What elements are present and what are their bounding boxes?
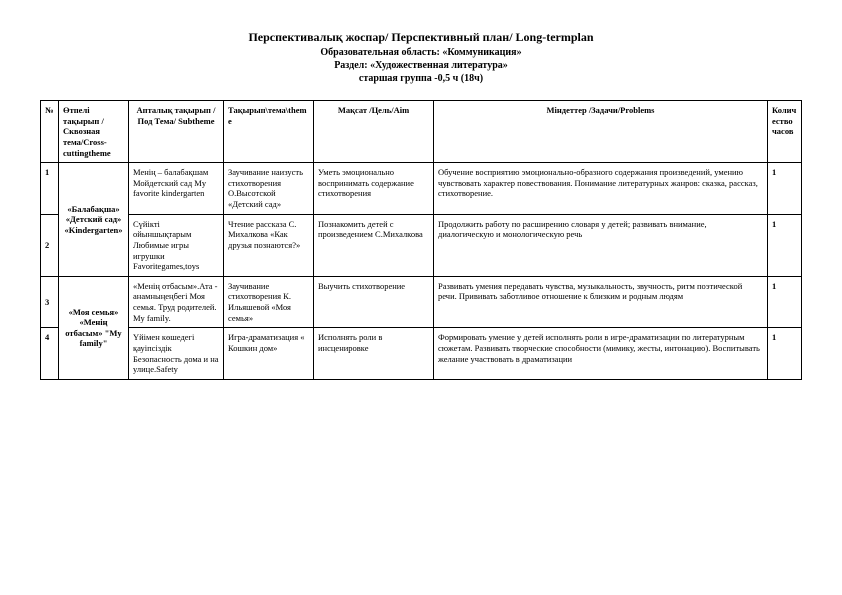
cell-problems: Формировать умение у детей исполнять рол…	[434, 328, 768, 380]
cell-hours: 1	[768, 328, 802, 380]
cell-num: 3	[41, 276, 59, 328]
cell-cross-theme: «Балабақша» «Детский сад» «Kindergarten»	[59, 163, 129, 277]
table-row: 2 Сүйікті ойыншықтарым Любимые игры игру…	[41, 214, 802, 276]
group: старшая группа -0,5 ч (18ч)	[40, 73, 802, 84]
title: Перспективалық жоспар/ Перспективный пла…	[40, 30, 802, 45]
cell-num: 1	[41, 163, 59, 215]
plan-table: № Өтпелі тақырып /Сквозная тема/Cross-cu…	[40, 100, 802, 380]
cell-problems: Развивать умения передавать чувства, муз…	[434, 276, 768, 328]
document-header: Перспективалық жоспар/ Перспективный пла…	[40, 30, 802, 84]
table-row: 3 «Моя семья» «Менің отбасым» "My family…	[41, 276, 802, 328]
cell-theme: Заучивание стихотворения К. Ильяшевой «М…	[224, 276, 314, 328]
cell-cross-theme: «Моя семья» «Менің отбасым» "My family"	[59, 276, 129, 379]
col-aim: Мақсат /Цель/Aim	[314, 101, 434, 163]
table-header-row: № Өтпелі тақырып /Сквозная тема/Cross-cu…	[41, 101, 802, 163]
col-subtheme: Апталық тақырып /Под Тема/ Subtheme	[129, 101, 224, 163]
col-cross-theme: Өтпелі тақырып /Сквозная тема/Cross-cutt…	[59, 101, 129, 163]
col-theme: Тақырып\тема\theme	[224, 101, 314, 163]
cell-problems: Обучение восприятию эмоционально-образно…	[434, 163, 768, 215]
col-hours: Количество часов	[768, 101, 802, 163]
section: Раздел: «Художественная литература»	[40, 60, 802, 71]
cell-aim: Уметь эмоционально воспринимать содержан…	[314, 163, 434, 215]
col-num: №	[41, 101, 59, 163]
cell-num: 4	[41, 328, 59, 380]
cell-subtheme: Менің – балабақшам Мойдетский сад My fav…	[129, 163, 224, 215]
cell-aim: Исполнять роли в инсценировке	[314, 328, 434, 380]
educational-area: Образовательная область: «Коммуникация»	[40, 47, 802, 58]
table-row: 4 Үйімен көшедегі қауіпсіздік Безопаснос…	[41, 328, 802, 380]
cell-theme: Игра-драматизация « Кошкин дом»	[224, 328, 314, 380]
table-row: 1 «Балабақша» «Детский сад» «Kindergarte…	[41, 163, 802, 215]
cell-theme: Заучивание наизусть стихотворения О.Высо…	[224, 163, 314, 215]
cell-subtheme: Сүйікті ойыншықтарым Любимые игры игрушк…	[129, 214, 224, 276]
cell-hours: 1	[768, 276, 802, 328]
cell-theme: Чтение рассказа С. Михалкова «Как друзья…	[224, 214, 314, 276]
cell-aim: Познакомить детей с произведением С.Миха…	[314, 214, 434, 276]
cell-num: 2	[41, 214, 59, 276]
cell-subtheme: Үйімен көшедегі қауіпсіздік Безопасность…	[129, 328, 224, 380]
cell-hours: 1	[768, 214, 802, 276]
cell-subtheme: «Менің отбасым».Ата - анамныңеңбегі Моя …	[129, 276, 224, 328]
cell-hours: 1	[768, 163, 802, 215]
cell-aim: Выучить стихотворение	[314, 276, 434, 328]
cell-problems: Продолжить работу по расширению словаря …	[434, 214, 768, 276]
col-problems: Міндеттер /Задачи/Problems	[434, 101, 768, 163]
